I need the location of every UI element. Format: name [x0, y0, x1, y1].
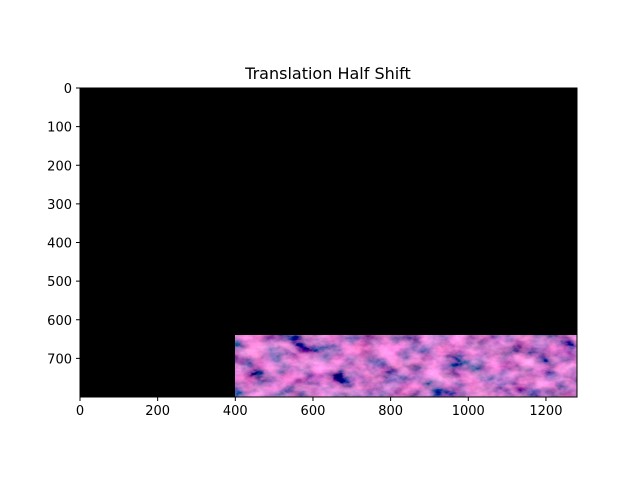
y-tick-label: 200: [47, 159, 72, 174]
y-tick-label: 100: [47, 121, 72, 136]
x-tick-label: 600: [301, 404, 326, 419]
photo-region: [235, 335, 577, 397]
y-tick-label: 500: [47, 275, 72, 290]
y-axis: 0 100 200 300 400 500 600 700: [47, 82, 80, 367]
y-tick-label: 400: [47, 237, 72, 252]
y-tick-label: 0: [64, 82, 72, 97]
y-tick-label: 700: [47, 352, 72, 367]
x-tick-label: 0: [76, 404, 84, 419]
image-area: [80, 88, 577, 397]
chart-title: Translation Half Shift: [244, 64, 411, 83]
y-tick-label: 600: [47, 314, 72, 329]
x-tick-label: 800: [378, 404, 403, 419]
x-tick-label: 200: [145, 404, 170, 419]
x-tick-label: 1200: [529, 404, 562, 419]
photo-texture: [235, 335, 577, 397]
x-tick-label: 1000: [452, 404, 485, 419]
x-axis: 0 200 400 600 800 1000 1200: [76, 397, 562, 419]
x-tick-label: 400: [223, 404, 248, 419]
y-tick-label: 300: [47, 198, 72, 213]
